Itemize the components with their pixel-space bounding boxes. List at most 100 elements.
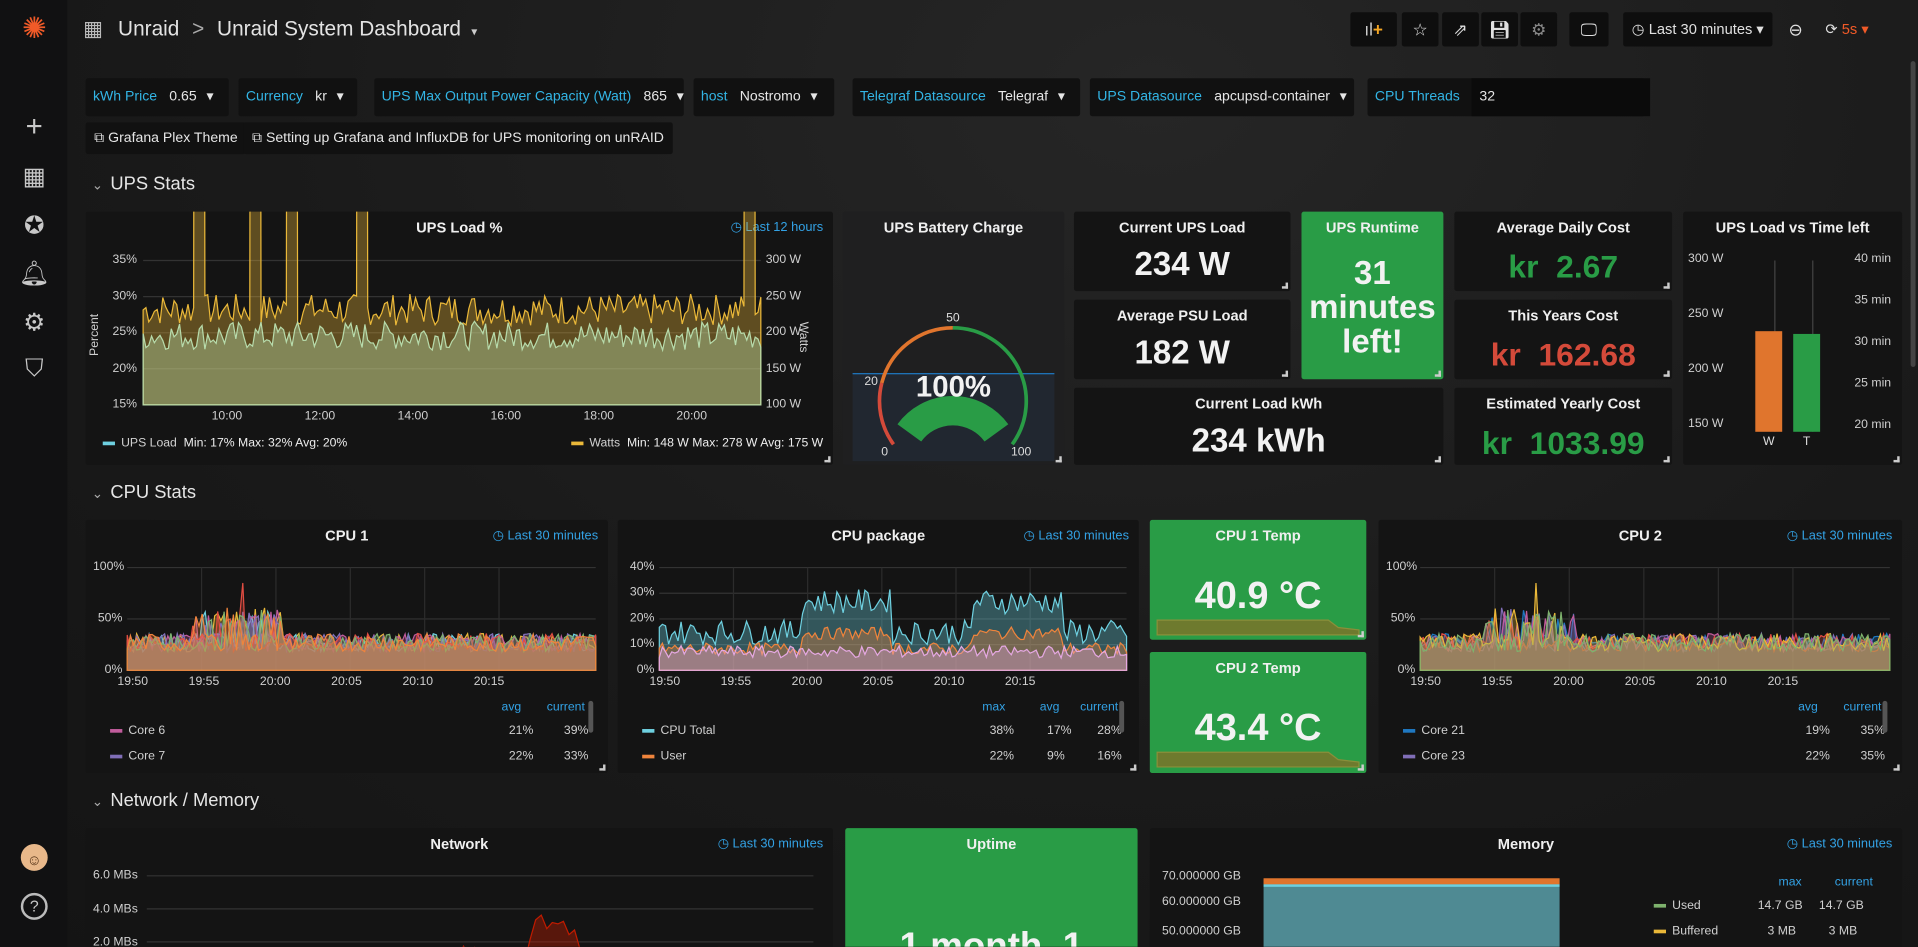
variable-telegraf-datasource[interactable]: Telegraf Datasource Telegraf ▾ <box>852 78 1081 117</box>
legend-ups-load[interactable]: UPS Load Min: 17% Max: 32% Avg: 20% <box>102 437 347 450</box>
legend-header-avg[interactable]: avg <box>1039 700 1060 715</box>
variable-value[interactable]: Telegraf <box>998 89 1049 104</box>
variable-value[interactable]: 32 <box>1472 78 1651 117</box>
bar-W[interactable] <box>1755 331 1783 432</box>
variable-ups-datasource[interactable]: UPS Datasource apcupsd-container ▾ <box>1089 78 1355 117</box>
cpu1-graph[interactable] <box>126 566 597 671</box>
legend-scrollbar[interactable] <box>1119 700 1125 733</box>
panel-uptime[interactable]: Uptime 1 month, 1 <box>845 828 1138 947</box>
bar-T[interactable] <box>1793 333 1821 432</box>
star-button[interactable]: ☆ <box>1401 12 1439 47</box>
caret-down-icon[interactable]: ▾ <box>471 25 478 40</box>
legend-row[interactable]: Used 14.7 GB 14.7 GB <box>1653 899 1874 913</box>
link-ups-monitoring-guide[interactable]: ⧉ Setting up Grafana and InfluxDB for UP… <box>243 122 673 155</box>
zoom-out-button[interactable]: ⊖ <box>1780 12 1812 46</box>
panel-cpu2[interactable]: CPU 2 ◷ Last 30 minutes 100% 50% 0% 19:50 19:5… <box>1378 519 1903 774</box>
link-grafana-plex-theme[interactable]: ⧉ Grafana Plex Theme <box>85 122 247 155</box>
legend-header-current[interactable]: current <box>1843 700 1882 715</box>
network-graph[interactable] <box>146 875 814 947</box>
compass-explore-icon[interactable]: ✪ <box>23 212 45 240</box>
dashboards-grid-icon[interactable]: ▦ <box>22 163 46 191</box>
variable-value[interactable]: kr <box>315 89 327 104</box>
legend-row[interactable]: Core 23 22% 35% <box>1403 750 1885 763</box>
variable-value[interactable]: Nostromo <box>739 89 801 104</box>
resize-handle[interactable] <box>1893 764 1900 771</box>
pkg-graph[interactable] <box>658 566 1128 671</box>
legend-row[interactable]: User 22% 9% 16% <box>642 750 1122 763</box>
add-panel-button[interactable]: ıl+ <box>1350 12 1397 47</box>
share-button[interactable]: ⇗ <box>1442 12 1479 47</box>
panel-current-ups-load[interactable]: Current UPS Load 234 W <box>1073 211 1291 292</box>
cpu2-graph[interactable] <box>1419 566 1891 671</box>
panel-estimated-yearly-cost[interactable]: Estimated Yearly Cost kr 1033.99 <box>1454 387 1673 465</box>
variable-currency[interactable]: Currency kr ▾ <box>238 78 358 117</box>
legend-row[interactable]: Core 6 21% 39% <box>110 724 588 738</box>
panel-title: UPS Load % <box>416 218 503 237</box>
folder-link[interactable]: Unraid <box>118 17 180 41</box>
resize-handle[interactable] <box>824 456 831 463</box>
panel-this-years-cost[interactable]: This Years Cost kr 162.68 <box>1454 299 1673 380</box>
clock-icon: ◷ <box>1631 20 1645 38</box>
settings-button[interactable]: ⚙ <box>1520 12 1558 47</box>
variable-kwh-price[interactable]: kWh Price 0.65 ▾ <box>85 78 229 117</box>
panel-ups-runtime[interactable]: UPS Runtime 31 minutes left! <box>1301 211 1444 380</box>
help-icon[interactable]: ? <box>20 892 48 920</box>
legend-row[interactable]: Core 7 22% 33% <box>110 750 588 763</box>
variable-host[interactable]: host Nostromo ▾ <box>693 78 835 117</box>
legend-scrollbar[interactable] <box>1882 700 1888 733</box>
resize-handle[interactable] <box>1130 764 1137 771</box>
time-picker[interactable]: ◷ Last 30 minutes ▾ <box>1623 12 1773 47</box>
panel-current-load-kwh[interactable]: Current Load kWh 234 kWh <box>1073 387 1444 465</box>
panel-cpu1[interactable]: CPU 1 ◷ Last 30 minutes 100% 50% 0% 19:50 19:5… <box>85 519 608 774</box>
resize-handle[interactable] <box>1055 456 1062 463</box>
panel-ups-load-vs-time-left[interactable]: UPS Load vs Time left 300 W 250 W 200 W 150… <box>1683 211 1903 465</box>
row-cpu-stats[interactable]: ⌄ CPU Stats <box>92 482 196 503</box>
row-ups-stats[interactable]: ⌄ UPS Stats <box>92 174 195 195</box>
star-icon: ☆ <box>1412 19 1428 40</box>
variable-value[interactable]: 865 <box>643 89 667 104</box>
refresh-button[interactable]: ⟳ 5s ▾ <box>1825 20 1869 38</box>
plus-icon[interactable]: + <box>25 110 43 144</box>
variable-value[interactable]: apcupsd-container <box>1214 89 1330 104</box>
variable-cpu-threads[interactable]: CPU Threads 32 <box>1367 78 1651 117</box>
panel-average-daily-cost[interactable]: Average Daily Cost kr 2.67 <box>1454 211 1673 292</box>
row-network-memory[interactable]: ⌄ Network / Memory <box>92 790 259 811</box>
legend-header-max[interactable]: max <box>1778 875 1802 890</box>
dashboard-title[interactable]: Unraid System Dashboard <box>217 17 461 41</box>
legend-header-current[interactable]: current <box>546 700 585 715</box>
variable-ups-max-output-power-capacity-watt-[interactable]: UPS Max Output Power Capacity (Watt) 865 ▾ <box>374 78 684 117</box>
bell-alerting-icon[interactable]: 🔔︎ <box>18 260 50 288</box>
legend-header-current[interactable]: current <box>1834 875 1873 890</box>
legend-watts[interactable]: Watts Min: 148 W Max: 278 W Avg: 175 W <box>571 437 823 450</box>
panel-network[interactable]: Network ◷ Last 30 minutes 6.0 MBs 4.0 MB… <box>85 828 833 947</box>
resize-handle[interactable] <box>599 764 606 771</box>
legend-header-max[interactable]: max <box>982 700 1006 715</box>
legend-row[interactable]: Core 21 19% 35% <box>1403 724 1885 738</box>
legend-row[interactable]: Buffered 3 MB 3 MB <box>1653 925 1874 938</box>
page-scrollbar[interactable] <box>1910 61 1916 367</box>
panel-ups-battery-charge[interactable]: UPS Battery Charge 0 20 50 100 100% <box>842 211 1065 465</box>
legend-header-avg[interactable]: avg <box>501 700 522 715</box>
legend-header-current[interactable]: current <box>1080 700 1119 715</box>
refresh-interval[interactable]: 5s <box>1841 20 1858 38</box>
grafana-logo-icon[interactable]: ✺ <box>21 12 47 46</box>
ups-load-graph[interactable] <box>142 211 762 406</box>
user-avatar-icon[interactable]: ☺ <box>20 844 48 871</box>
variable-value[interactable]: 0.65 <box>169 89 197 104</box>
zoom-out-icon: ⊖ <box>1788 19 1803 40</box>
panel-cpu2-temp[interactable]: CPU 2 Temp 43.4 °C <box>1149 651 1367 774</box>
panel-ups-load[interactable]: UPS Load % ◷ Last 12 hours Percent Watts… <box>85 211 833 465</box>
panel-cpu1-temp[interactable]: CPU 1 Temp 40.9 °C <box>1149 519 1367 640</box>
gear-configuration-icon[interactable]: ⚙ <box>23 309 46 337</box>
tv-mode-button[interactable]: 🖵︎ <box>1569 12 1609 47</box>
panel-memory[interactable]: Memory ◷ Last 30 minutes 70.000000 GB 60… <box>1149 828 1903 947</box>
save-button[interactable]: 💾︎ <box>1481 12 1518 47</box>
legend-header-avg[interactable]: avg <box>1798 700 1818 715</box>
panel-average-psu-load[interactable]: Average PSU Load 182 W <box>1073 299 1291 380</box>
legend-row[interactable]: CPU Total 38% 17% 28% <box>642 724 1122 738</box>
legend-scrollbar[interactable] <box>588 700 594 733</box>
shield-admin-icon[interactable]: ⛉ <box>25 355 44 383</box>
chevron-down-icon: ⌄ <box>91 486 104 502</box>
panel-pkg[interactable]: CPU package ◷ Last 30 minutes 40% 30% 20% 10%… <box>617 519 1139 774</box>
